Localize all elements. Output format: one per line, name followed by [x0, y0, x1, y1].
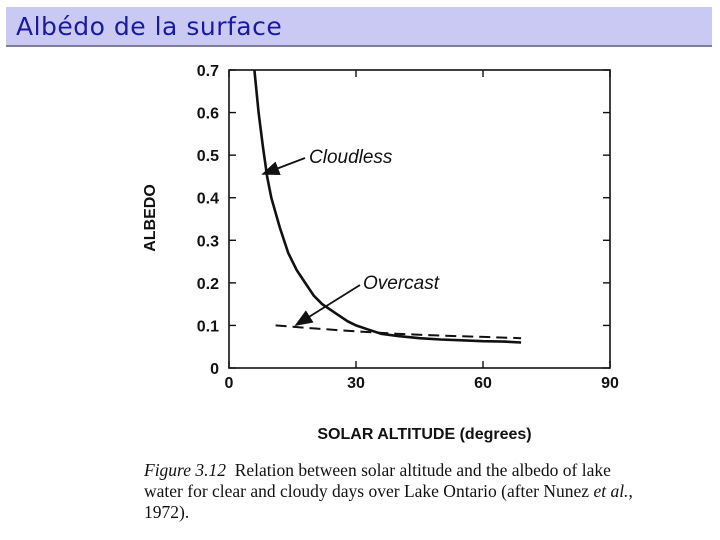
caption-text: Relation between solar altitude and the …: [144, 460, 611, 501]
series-line-overcast: [275, 324, 522, 340]
slide-title: Albédo de la surface: [16, 12, 283, 41]
y-tick-label: 0.2: [197, 276, 219, 293]
x-tick-label: 60: [474, 375, 492, 392]
annotation-label-cloudless: Cloudless: [309, 147, 393, 168]
y-tick-label: 0: [210, 361, 219, 378]
y-tick-label: 0.5: [197, 148, 219, 165]
series-line-cloudless: [253, 69, 522, 344]
series-group: [253, 69, 522, 344]
caption-etal: et al.: [593, 481, 629, 501]
annotations: Cloudless Overcast: [261, 147, 440, 326]
x-tick-label: 30: [347, 375, 365, 392]
figure-caption: Figure 3.12 Relation between solar altit…: [144, 460, 634, 523]
x-axis-label: SOLAR ALTITUDE (degrees): [317, 426, 531, 443]
y-ticks: 0 0.1 0.2 0.3 0.4 0.5 0.6 0.7: [197, 63, 610, 378]
y-tick-label: 0.3: [197, 233, 219, 250]
caption-text-end: , 1972).: [144, 481, 633, 522]
y-axis-label: ALBEDO: [142, 184, 159, 252]
plot-frame: [228, 69, 611, 369]
caption-figure-label: Figure 3.12: [144, 460, 226, 480]
x-tick-label: 0: [225, 375, 234, 392]
slide-title-bar: Albédo de la surface: [6, 7, 712, 47]
y-tick-label: 0.7: [197, 63, 219, 80]
y-tick-label: 0.4: [197, 191, 219, 208]
annotation-arrow-overcast: [294, 284, 361, 326]
x-ticks: 0 30 60 90: [225, 70, 619, 392]
annotation-label-overcast: Overcast: [363, 273, 440, 294]
y-tick-label: 0.6: [197, 106, 219, 123]
x-tick-label: 90: [601, 375, 619, 392]
annotation-arrow-cloudless: [261, 157, 306, 175]
y-tick-label: 0.1: [197, 318, 219, 335]
